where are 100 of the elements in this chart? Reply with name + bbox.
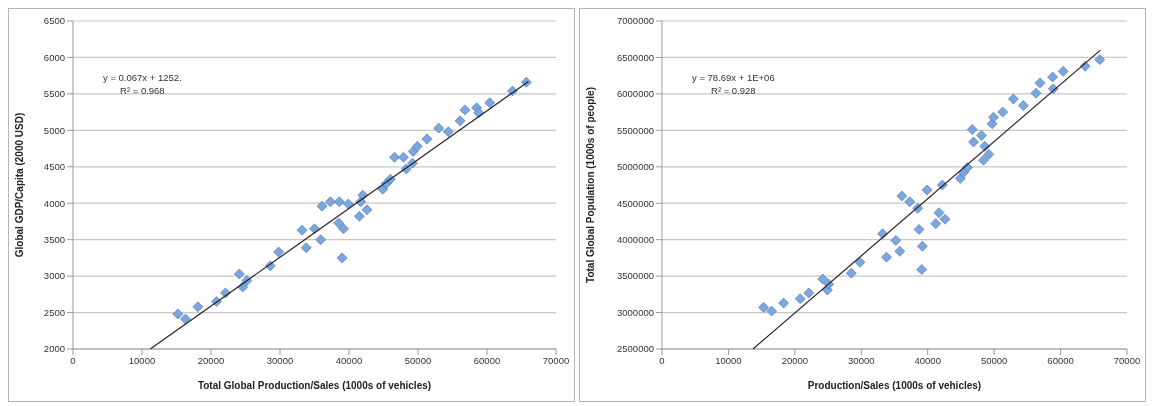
point — [172, 308, 184, 320]
point — [433, 122, 444, 134]
y-tick-label: 5000000 — [617, 161, 654, 173]
x-tick-label: 0 — [70, 354, 76, 366]
point — [484, 97, 496, 108]
point — [334, 196, 345, 208]
annotation: R² = 0.968 — [119, 84, 166, 97]
point — [1018, 100, 1029, 111]
y-tick-label: 3000000 — [617, 306, 654, 318]
point — [354, 211, 365, 222]
point — [933, 207, 945, 218]
point — [803, 287, 815, 299]
x-tick-label: 60000 — [1047, 354, 1074, 366]
point — [896, 190, 908, 202]
y-tick-label: 2000 — [43, 343, 65, 355]
point — [398, 152, 409, 163]
x-tick-label: 40000 — [914, 354, 941, 366]
x-axis-title: Production/Sales (1000s of vehicles) — [807, 380, 982, 391]
x-tick-label: 40000 — [335, 354, 363, 366]
point — [407, 146, 419, 157]
y-tick-label: 6500 — [43, 15, 65, 27]
x-tick-label: 20000 — [781, 354, 809, 366]
annotation: R² = 0.928 — [710, 84, 757, 97]
y-axis-title: Total Global Population (1000s of people) — [584, 87, 596, 283]
annotation: y = 78.69x + 1E+06 — [692, 71, 775, 84]
x-tick-label: 50000 — [404, 354, 432, 366]
point — [890, 235, 902, 246]
point — [1030, 87, 1042, 99]
point — [454, 115, 466, 127]
point — [338, 223, 349, 235]
annotation: y = 0.067x + 1252. — [103, 71, 182, 84]
x-tick-label: 20000 — [197, 354, 225, 366]
point — [333, 217, 344, 229]
y-tick-label: 5000 — [43, 124, 65, 136]
point — [917, 240, 928, 252]
y-tick-label: 2500 — [43, 306, 65, 318]
point — [233, 268, 245, 280]
x-tick-label: 0 — [659, 354, 665, 366]
point — [459, 104, 471, 116]
point — [180, 313, 191, 325]
point — [921, 184, 933, 196]
x-tick-label: 60000 — [473, 354, 501, 366]
point — [930, 218, 941, 229]
point — [361, 204, 373, 216]
point — [854, 256, 866, 268]
y-tick-label: 4500 — [43, 161, 65, 173]
y-tick-label: 4500000 — [617, 197, 654, 209]
y-axis-title: Global GDP/Capita (2000 USD) — [13, 112, 25, 258]
point — [389, 152, 400, 163]
point — [1034, 77, 1046, 89]
y-tick-label: 7000000 — [617, 15, 654, 27]
point — [1047, 71, 1058, 83]
x-tick-label: 70000 — [1113, 354, 1141, 366]
point — [794, 293, 806, 305]
y-tick-label: 5500 — [43, 88, 65, 100]
x-tick-label: 10000 — [128, 354, 156, 366]
point — [916, 264, 928, 275]
y-tick-label: 3500 — [43, 234, 65, 246]
point — [296, 224, 308, 236]
x-tick-label: 50000 — [980, 354, 1008, 366]
y-tick-label: 3000 — [43, 270, 65, 282]
y-tick-label: 4000 — [43, 197, 65, 209]
point — [976, 130, 987, 141]
point — [336, 252, 348, 264]
point — [939, 213, 951, 225]
point — [881, 251, 892, 263]
point — [1008, 93, 1019, 105]
point — [983, 149, 995, 160]
point — [913, 224, 925, 235]
point — [968, 136, 979, 148]
point — [778, 297, 789, 309]
x-tick-label: 30000 — [848, 354, 875, 366]
y-tick-label: 2500000 — [617, 343, 654, 355]
point — [325, 196, 336, 208]
x-tick-label: 10000 — [715, 354, 742, 366]
point — [978, 154, 989, 166]
point — [192, 301, 204, 313]
point — [300, 242, 312, 253]
point — [954, 173, 966, 184]
point — [412, 141, 423, 152]
x-tick-label: 30000 — [266, 354, 294, 366]
y-tick-label: 5500000 — [617, 124, 654, 136]
point — [315, 234, 327, 245]
point — [343, 198, 354, 210]
point — [817, 273, 829, 285]
point — [904, 196, 916, 208]
point — [766, 305, 777, 317]
point — [894, 246, 906, 257]
x-tick-label: 70000 — [542, 354, 570, 366]
y-tick-label: 6500000 — [617, 51, 654, 63]
y-tick-label: 4000000 — [617, 234, 654, 246]
y-tick-label: 6000000 — [617, 88, 654, 100]
point — [421, 133, 433, 145]
point — [316, 200, 328, 212]
point — [758, 302, 769, 313]
point — [846, 267, 857, 279]
x-axis-title: Total Global Production/Sales (1000s of vehicles) — [197, 380, 432, 391]
point — [1094, 54, 1106, 65]
point — [1057, 65, 1069, 77]
point — [966, 124, 978, 135]
